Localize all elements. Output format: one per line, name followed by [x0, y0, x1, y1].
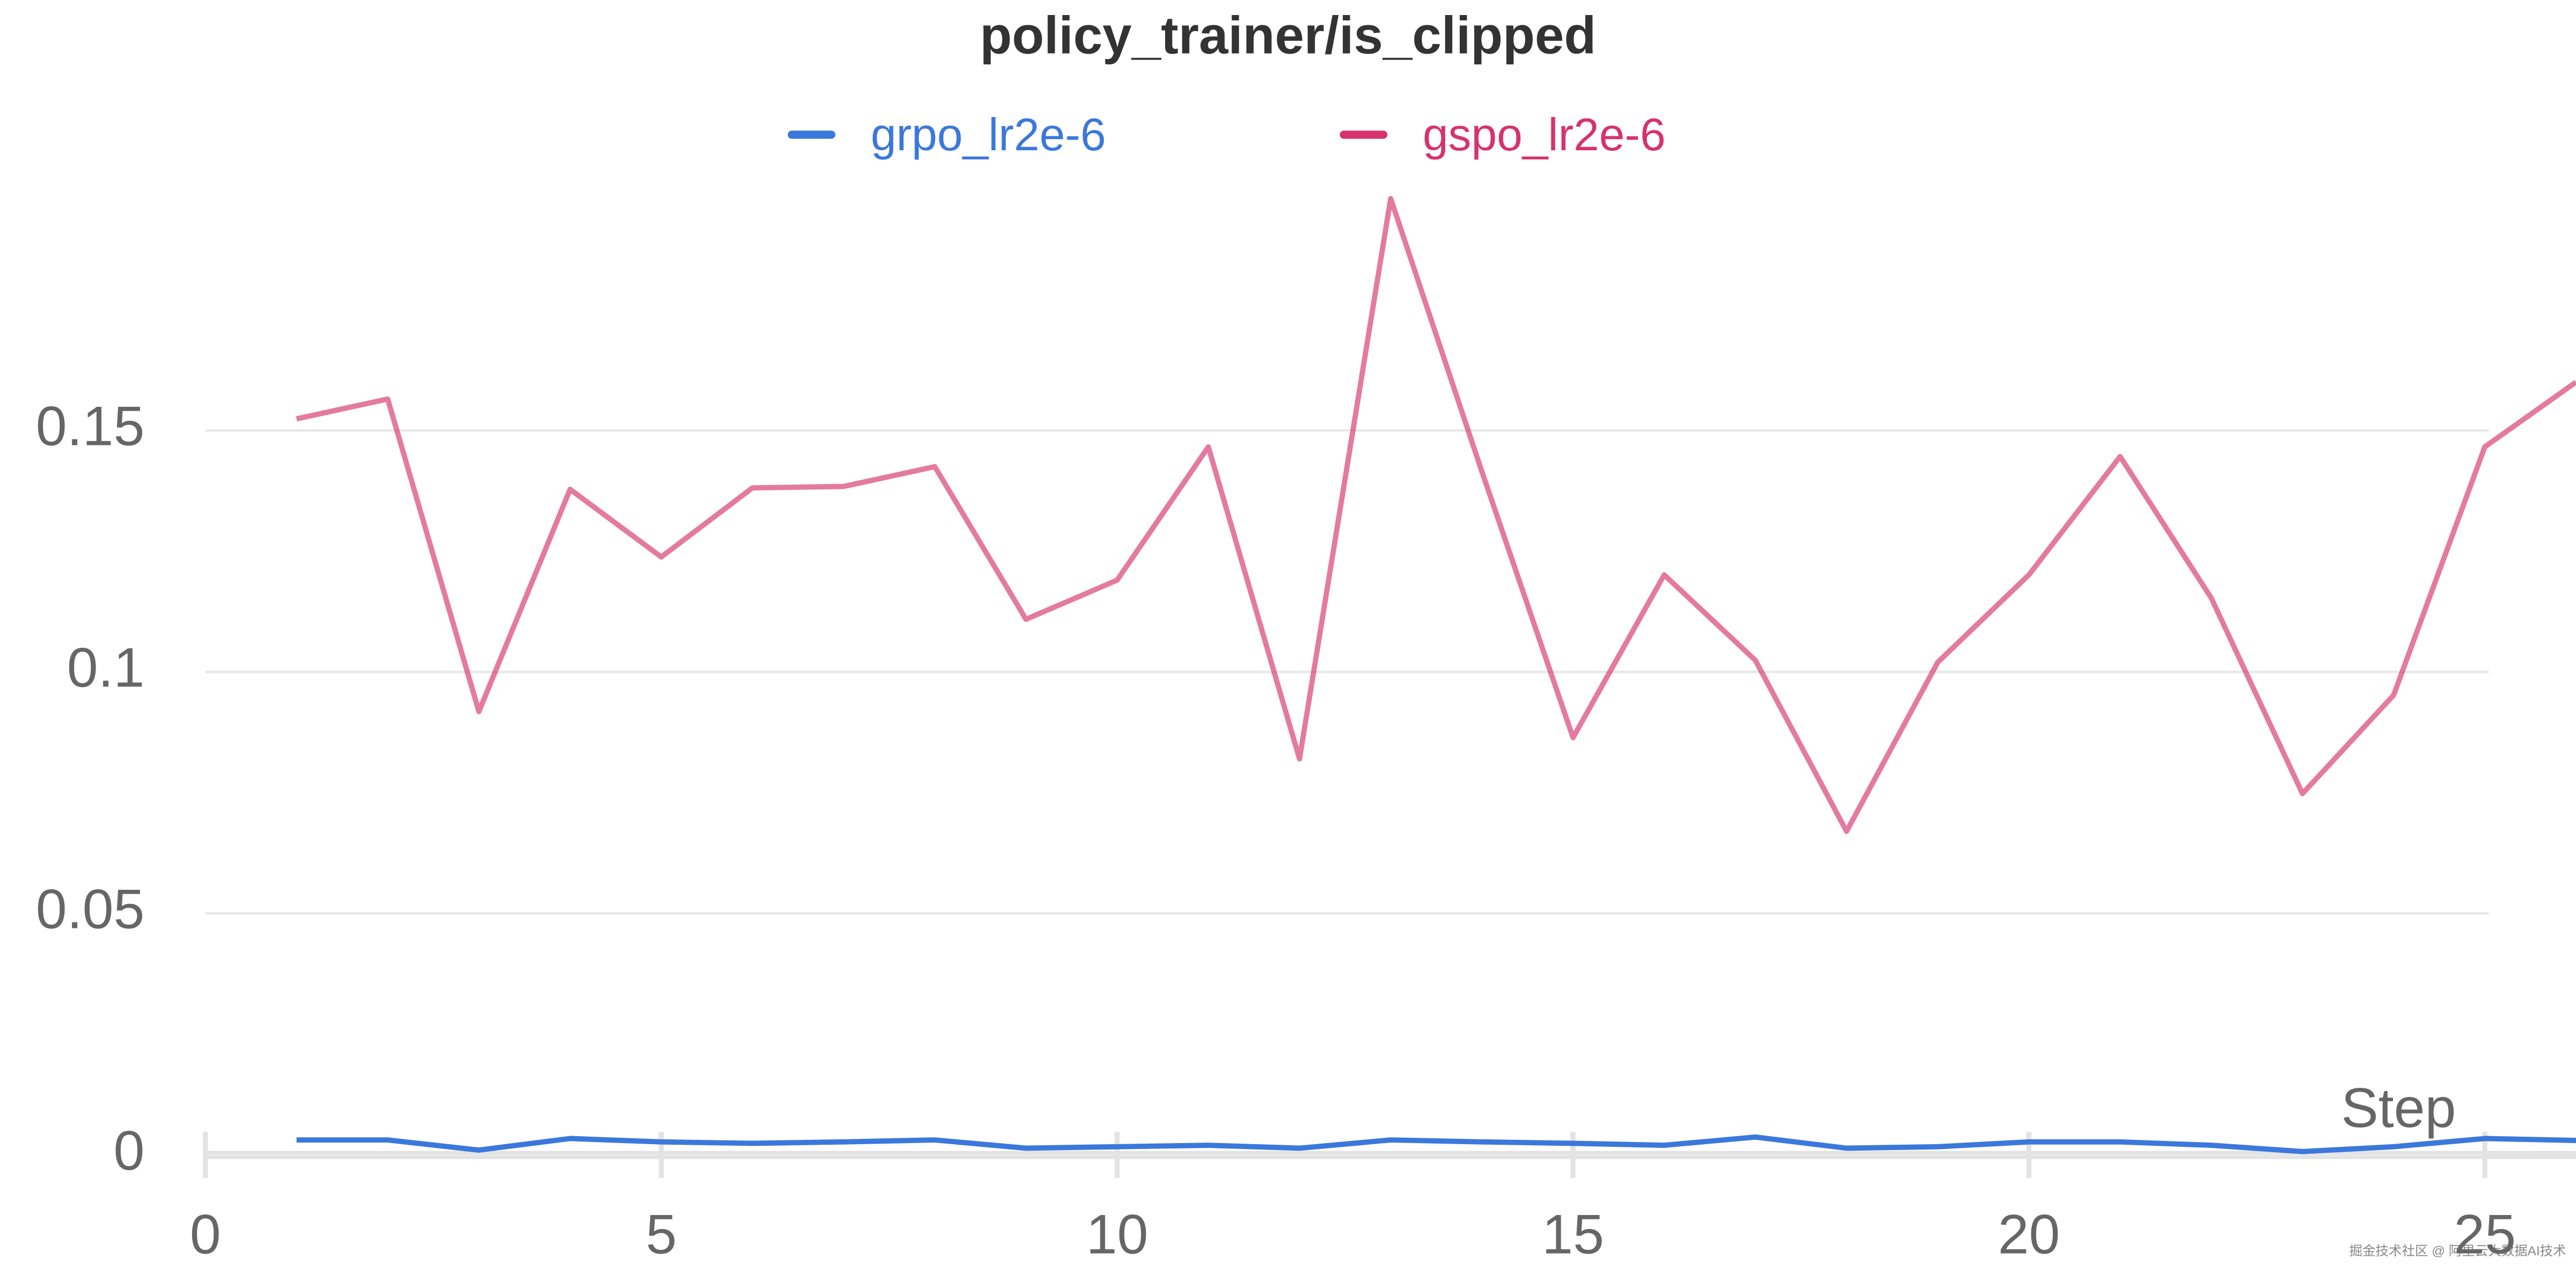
x-axis-label: Step	[2341, 1077, 2456, 1139]
legend-label: gspo_lr2e-6	[1423, 109, 1666, 160]
y-tick-label: 0	[113, 1120, 144, 1182]
x-tick-label: 0	[190, 1204, 221, 1266]
legend-label: grpo_lr2e-6	[870, 109, 1106, 160]
series-line	[296, 1134, 2576, 1154]
x-tick-label: 15	[1542, 1204, 1604, 1266]
x-tick-label: 10	[1086, 1204, 1148, 1266]
y-tick-label: 0.1	[67, 637, 145, 699]
x-tick-label: 20	[1998, 1204, 2060, 1266]
y-tick-label: 0.05	[36, 879, 145, 941]
watermark: 掘金技术社区 @ 阿里云大数据AI技术	[2350, 1243, 2566, 1258]
y-tick-label: 0.15	[36, 396, 145, 458]
x-tick-label: 5	[646, 1204, 677, 1266]
x-tick-label: 25	[2454, 1204, 2516, 1266]
chart-title: policy_trainer/is_clipped	[980, 5, 1596, 64]
series-line	[296, 196, 2576, 834]
